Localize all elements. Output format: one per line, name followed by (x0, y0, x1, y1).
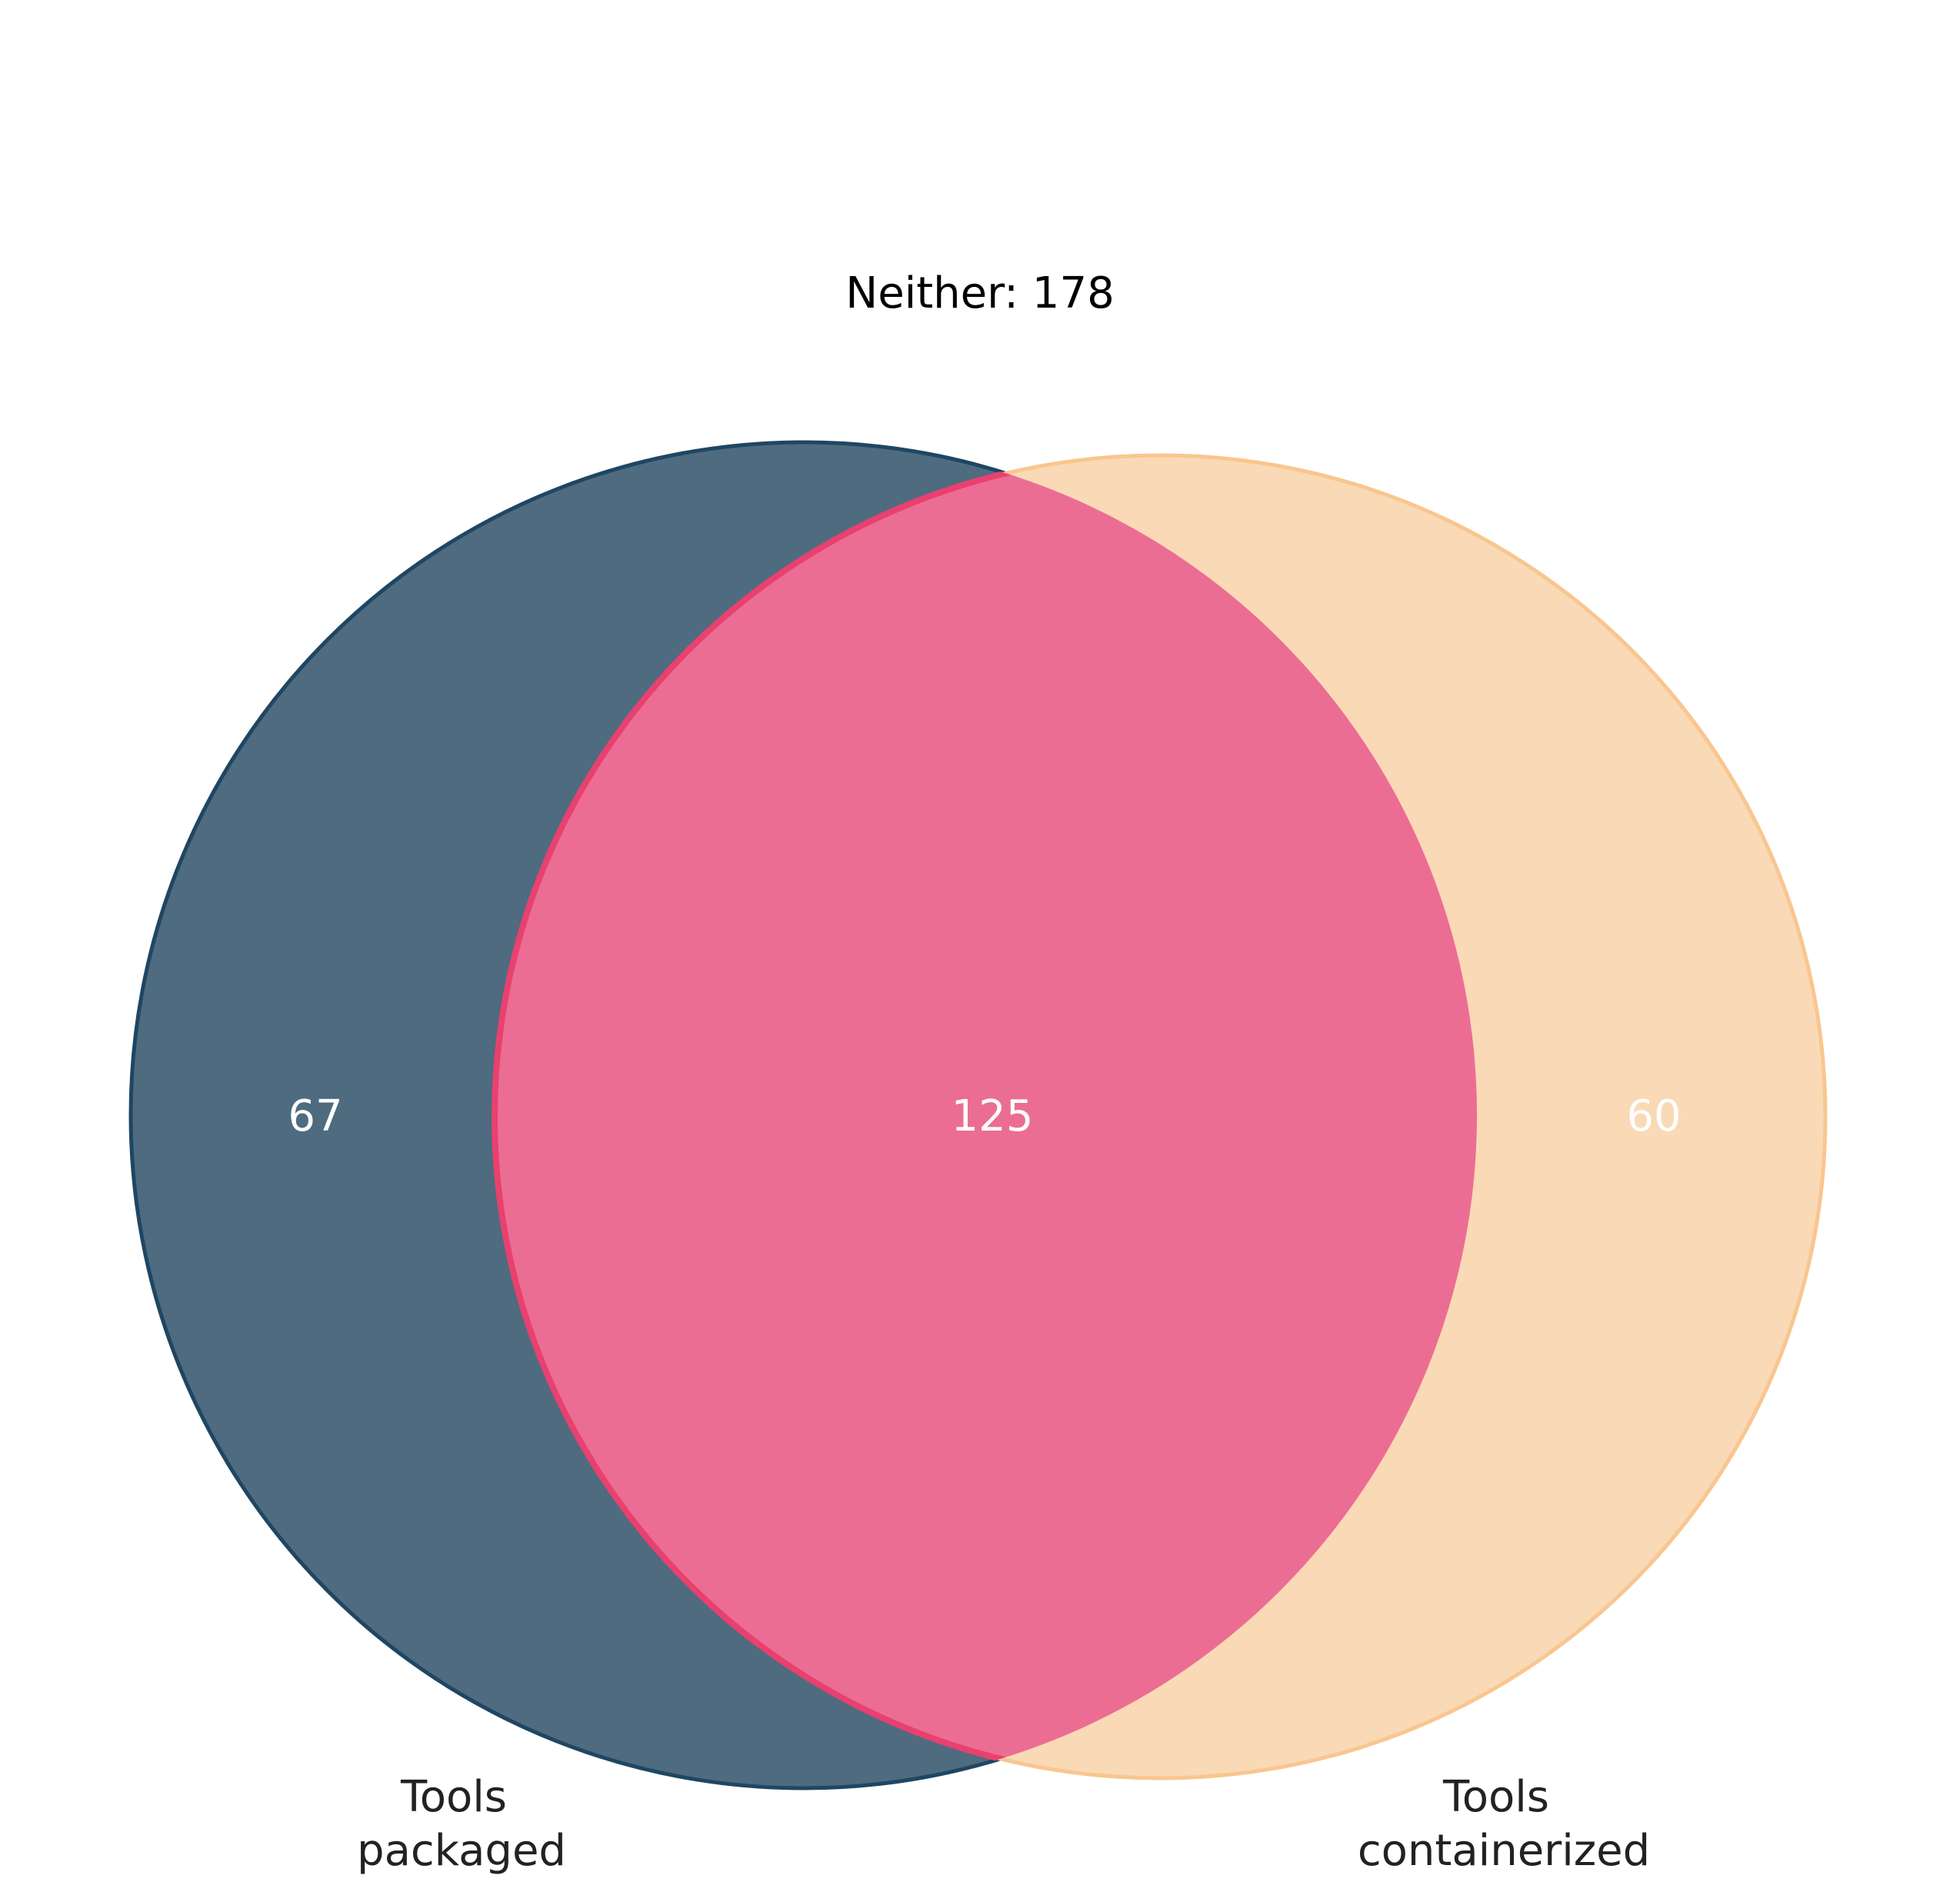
set-label-packaged-line1: Tools (400, 1772, 507, 1822)
count-packaged-only: 67 (288, 1091, 342, 1141)
count-intersection: 125 (952, 1091, 1034, 1141)
set-label-containerized-line2: containerized (1358, 1826, 1650, 1876)
count-containerized-only: 60 (1626, 1091, 1681, 1141)
diagram-title: Neither: 178 (845, 268, 1114, 318)
set-label-containerized-line1: Tools (1442, 1772, 1549, 1822)
set-label-packaged-line2: packaged (357, 1826, 566, 1876)
